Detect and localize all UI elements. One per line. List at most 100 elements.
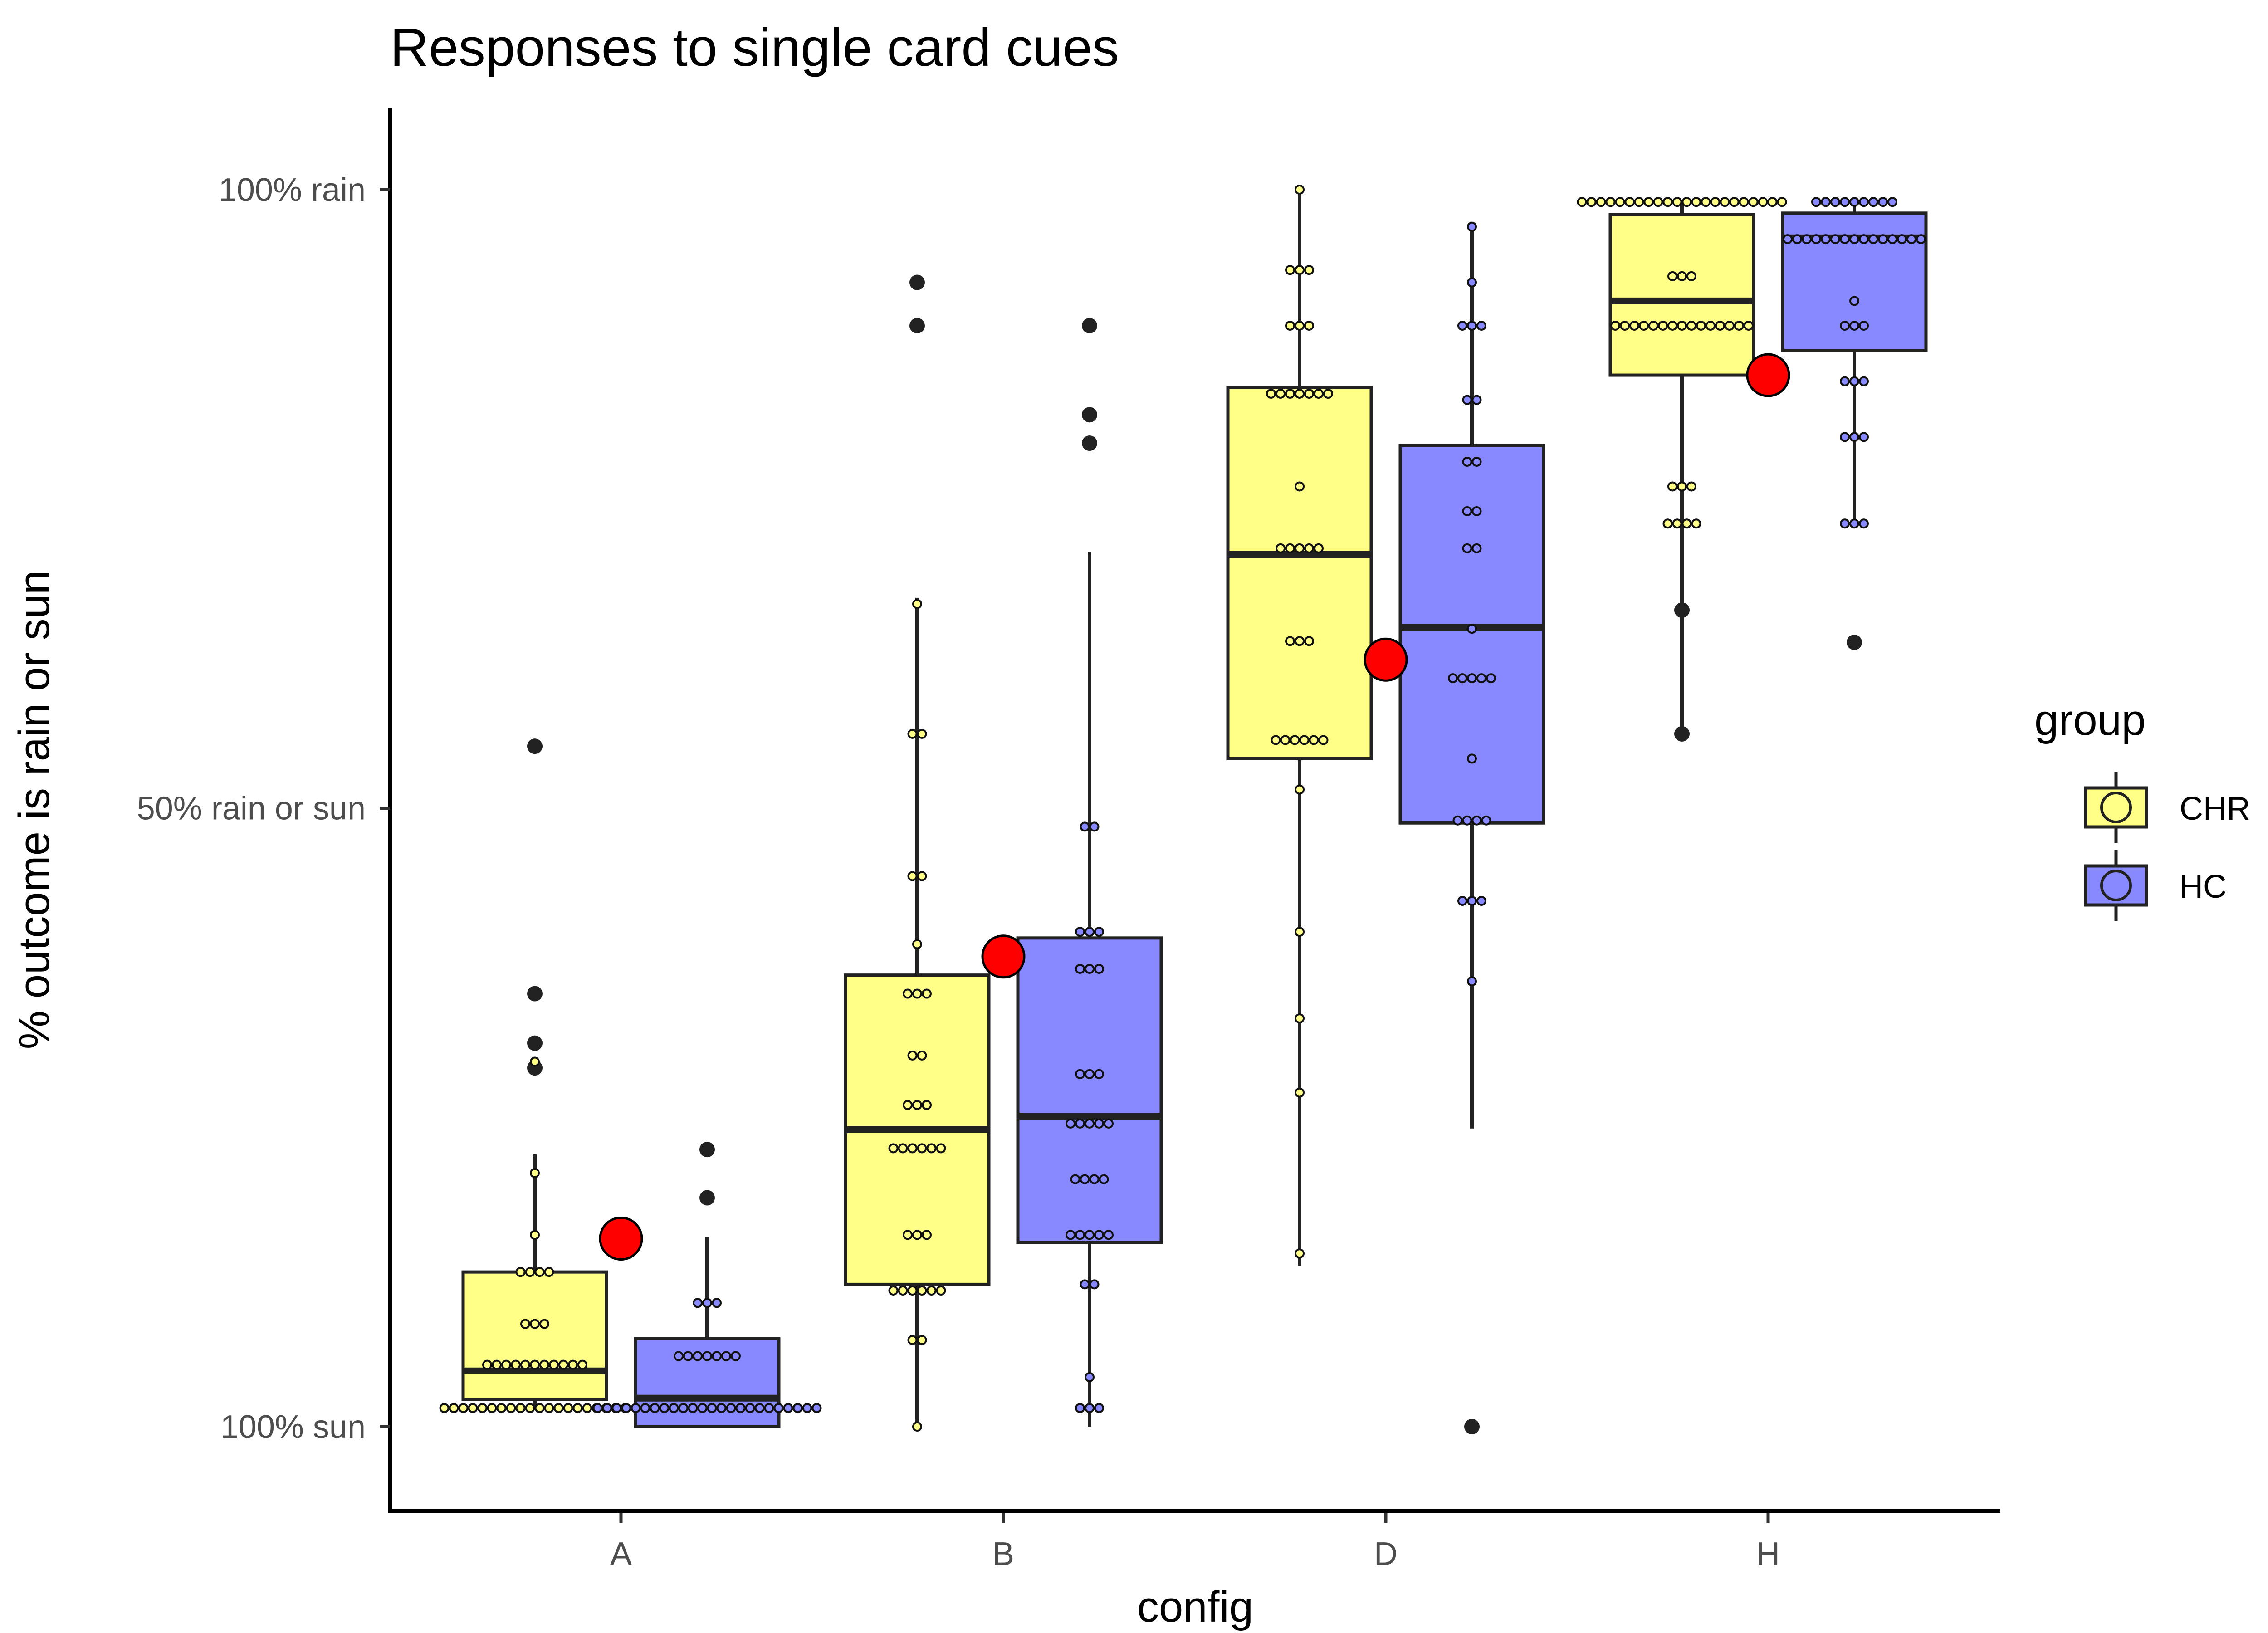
- dot: [754, 1403, 765, 1413]
- dot: [1849, 432, 1859, 442]
- dots-hc-d: [1448, 221, 1496, 987]
- dot: [1085, 964, 1095, 974]
- dot: [1758, 197, 1768, 207]
- dot: [683, 1351, 693, 1361]
- dot: [936, 1143, 946, 1154]
- dot: [534, 1403, 545, 1413]
- dot: [707, 1403, 717, 1413]
- dot: [1672, 518, 1682, 529]
- box-hc-d: [1398, 444, 1545, 825]
- dot: [1710, 197, 1721, 207]
- dot: [1648, 320, 1658, 331]
- y-tick-label: 100% sun: [220, 1409, 366, 1445]
- dot: [811, 1403, 822, 1413]
- dot: [477, 1403, 488, 1413]
- dot: [534, 1267, 545, 1277]
- dot: [1777, 197, 1787, 207]
- dot: [1285, 388, 1295, 399]
- dot: [1085, 927, 1095, 937]
- dot: [1840, 197, 1850, 207]
- dot: [1304, 636, 1314, 646]
- outlier-chr-b-0: [909, 274, 925, 290]
- dot: [1859, 197, 1869, 207]
- dot: [1667, 320, 1677, 331]
- dot: [501, 1359, 511, 1370]
- dot: [1304, 265, 1314, 275]
- dot: [926, 1286, 937, 1296]
- x-tick-label: D: [1374, 1536, 1398, 1572]
- dot: [1739, 197, 1749, 207]
- dot: [912, 1230, 922, 1240]
- dot: [1080, 1279, 1090, 1290]
- dot: [1467, 896, 1477, 906]
- dot: [1577, 197, 1587, 207]
- dot: [1859, 518, 1869, 529]
- dot: [802, 1403, 812, 1413]
- outlier-chr-h-0: [1674, 602, 1690, 618]
- dot: [602, 1403, 612, 1413]
- reference-point-d: [1364, 637, 1408, 682]
- dot: [898, 1286, 908, 1296]
- dot: [917, 728, 927, 739]
- dot: [1610, 320, 1620, 331]
- dot: [1696, 320, 1706, 331]
- dot: [1906, 234, 1916, 244]
- dot: [1075, 927, 1085, 937]
- dot: [764, 1403, 774, 1413]
- dot: [1295, 320, 1305, 331]
- dot: [530, 1359, 540, 1370]
- dot: [1476, 320, 1486, 331]
- legend-label-hc: HC: [2180, 869, 2227, 905]
- legend-key-dot: [2100, 792, 2132, 823]
- series-hc: [634, 198, 1928, 1434]
- dot: [530, 1168, 540, 1178]
- dot: [898, 1143, 908, 1154]
- dot: [1471, 815, 1482, 826]
- dot: [525, 1403, 535, 1413]
- legend-key-hc: HC: [2084, 850, 2227, 921]
- dot: [912, 988, 922, 999]
- dot: [1706, 320, 1716, 331]
- dot: [458, 1403, 469, 1413]
- dot: [1085, 1069, 1095, 1079]
- dot: [1878, 197, 1888, 207]
- dot: [1701, 197, 1711, 207]
- dot: [1849, 197, 1859, 207]
- dot: [1859, 234, 1869, 244]
- dot: [1085, 1230, 1095, 1240]
- dot: [721, 1351, 731, 1361]
- dot: [1314, 543, 1324, 553]
- y-axis-title: % outcome is rain or sun: [10, 570, 59, 1049]
- dot: [792, 1403, 803, 1413]
- dot: [1767, 197, 1778, 207]
- dot: [1620, 320, 1630, 331]
- dot: [1725, 320, 1735, 331]
- dot: [1085, 1403, 1095, 1413]
- dot: [1596, 197, 1606, 207]
- dot: [907, 1335, 918, 1345]
- y-axis-ticks: 100% sun 50% rain or sun 100% rain: [137, 172, 390, 1445]
- dot: [907, 1286, 918, 1296]
- dot: [1457, 673, 1467, 684]
- dot: [1830, 197, 1840, 207]
- dot: [511, 1359, 521, 1370]
- dot: [731, 1351, 741, 1361]
- dot: [1691, 197, 1701, 207]
- dot: [1821, 197, 1831, 207]
- dot: [530, 1319, 540, 1329]
- dot: [1887, 234, 1897, 244]
- dot: [1080, 1174, 1090, 1184]
- dot: [1471, 543, 1482, 553]
- outlier-chr-a-2: [527, 1035, 543, 1051]
- dot: [1897, 234, 1907, 244]
- dot: [745, 1403, 755, 1413]
- dot: [1266, 388, 1276, 399]
- dot: [936, 1286, 946, 1296]
- box-chr-h: [1608, 213, 1755, 377]
- dot: [1467, 221, 1477, 232]
- dot: [1849, 320, 1859, 331]
- dot: [1314, 388, 1324, 399]
- outlier-hc-h-0: [1847, 635, 1862, 650]
- dot: [582, 1403, 592, 1413]
